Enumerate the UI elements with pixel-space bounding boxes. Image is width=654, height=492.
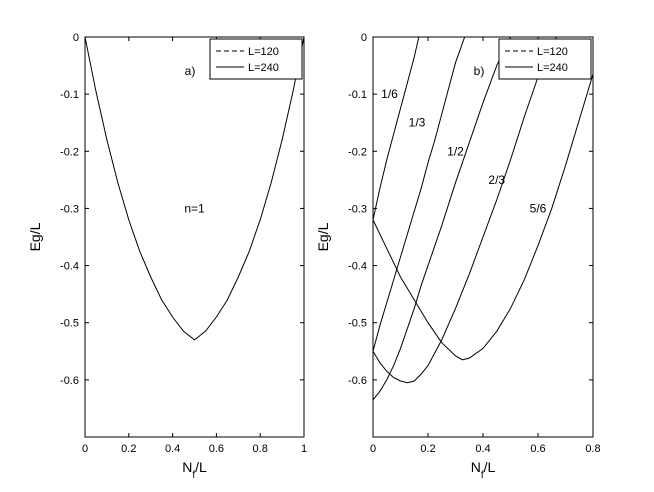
- x-tick-label: 0: [370, 443, 376, 455]
- series-label: n=1: [184, 201, 205, 215]
- x-tick-label: 0.2: [420, 443, 435, 455]
- y-tick-label: -0.3: [60, 203, 79, 215]
- chart-panel-b: 0 0.2 0.4 0.6 0.8 0 -0.1 -0.2 -0.3 -0.4 -0.5 -0.6 Nf…: [315, 32, 601, 481]
- y-tick-label: 0: [73, 32, 79, 44]
- x-tick-label: 0.4: [475, 443, 490, 455]
- x-tick-label: 0: [82, 443, 88, 455]
- series-line-5-6: [373, 73, 593, 361]
- y-tick-label: -0.1: [60, 89, 79, 101]
- legend: L=120 L=240: [498, 38, 592, 80]
- y-tick-label: -0.6: [60, 375, 79, 387]
- series-line-2-3: [373, 37, 557, 384]
- series-line-1-2: [373, 37, 511, 401]
- y-tick-label: 0: [361, 32, 367, 44]
- x-tick-label: 0.2: [121, 443, 136, 455]
- series-line-1-6: [373, 37, 420, 220]
- series-label: 1/6: [381, 87, 398, 101]
- chart-panel-a: 0 0.2 0.4 0.6 0.8 1 0 -0.1 -0.2 -0.3 -0.4 -0.5 -0.6 N…: [27, 32, 307, 481]
- y-tick-label: -0.6: [348, 375, 367, 387]
- y-tick-label: -0.5: [348, 318, 367, 330]
- legend-box: [498, 38, 592, 80]
- x-tick-label: 0.8: [585, 443, 600, 455]
- panel-label: a): [185, 64, 196, 78]
- legend-entry-label: L=120: [248, 46, 279, 58]
- legend-entry-label: L=240: [248, 62, 279, 74]
- legend-entry-label: L=240: [537, 62, 568, 74]
- panel-label: b): [474, 64, 485, 78]
- x-tick-label: 1: [301, 443, 307, 455]
- y-axis-label: Eg/L: [27, 222, 43, 251]
- y-tick-label: -0.1: [348, 89, 367, 101]
- series-label: 5/6: [530, 201, 547, 215]
- series-label: 1/3: [409, 116, 426, 130]
- legend-box: [209, 38, 303, 80]
- x-tick-label: 0.6: [530, 443, 545, 455]
- x-axis-label: Nf/L: [182, 459, 207, 481]
- y-tick-label: -0.4: [348, 261, 367, 273]
- y-tick-label: -0.4: [60, 261, 79, 273]
- x-tick-label: 0.6: [209, 443, 224, 455]
- y-tick-label: -0.2: [60, 146, 79, 158]
- legend-entry-label: L=120: [537, 46, 568, 58]
- y-axis-label: Eg/L: [315, 222, 331, 251]
- series-label: 1/2: [447, 144, 464, 158]
- series-label: 2/3: [488, 173, 505, 187]
- x-tick-label: 0.8: [253, 443, 268, 455]
- x-tick-label: 0.4: [165, 443, 180, 455]
- plot-frame: [84, 36, 305, 438]
- y-tick-label: -0.5: [60, 318, 79, 330]
- y-tick-label: -0.2: [348, 146, 367, 158]
- y-tick-label: -0.3: [348, 203, 367, 215]
- series-line-n-1: [85, 37, 304, 341]
- legend: L=120 L=240: [209, 38, 303, 80]
- x-axis-label: Nf/L: [471, 459, 496, 481]
- series-line-1-3: [373, 37, 466, 352]
